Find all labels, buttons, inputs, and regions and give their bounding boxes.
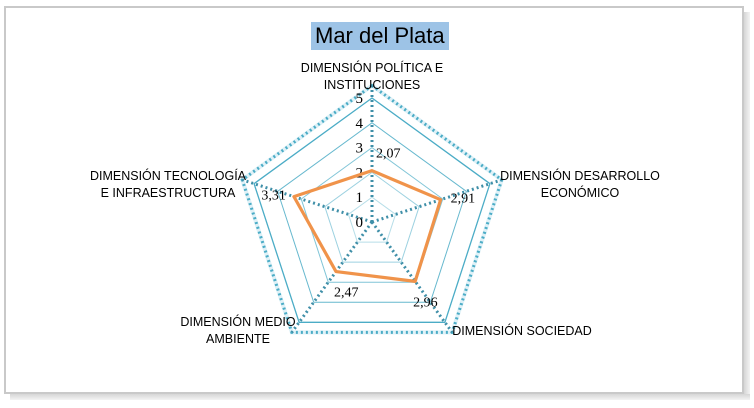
- radar-category-label: ECONÓMICO: [541, 185, 620, 200]
- radar-tick-label: 5: [356, 91, 364, 107]
- radar-grid-ring-5: [253, 97, 491, 323]
- frame-shadow-bottom: [10, 394, 750, 400]
- radar-category-label: DIMENSIÓN MEDIO: [180, 314, 296, 329]
- radar-category-label: E INFRAESTRUCTURA: [101, 186, 236, 200]
- chart-frame: [4, 6, 744, 394]
- radar-data-label: 2,47: [334, 286, 359, 301]
- radar-data-label: 2,91: [451, 192, 476, 207]
- radar-category-label: DIMENSIÓN DESARROLLO: [500, 168, 660, 183]
- radar-outer-border: [240, 83, 504, 334]
- radar-category-label: AMBIENTE: [206, 332, 270, 346]
- radar-tick-label: 1: [356, 190, 364, 206]
- radar-category-label: DIMENSIÓN POLÍTICA E: [301, 60, 443, 75]
- radar-grid: [239, 83, 505, 335]
- frame-shadow-right: [744, 12, 750, 398]
- radar-axis-3: [290, 221, 374, 334]
- radar-data-label: 2,07: [376, 147, 401, 162]
- radar-category-labels: DIMENSIÓN POLÍTICA E INSTITUCIONES DIMENSI…: [90, 60, 660, 346]
- radar-data-labels: 2,07 2,91 2,96 2,47 3,31: [261, 147, 475, 311]
- radar-category-label: DIMENSIÓN TECNOLOGÍA: [90, 168, 247, 183]
- radar-grid-ring-2: [324, 171, 420, 263]
- radar-tick-label: 3: [356, 141, 364, 157]
- radar-category-label: DIMENSIÓN SOCIEDAD: [452, 323, 592, 338]
- radar-data-label: 2,96: [413, 295, 438, 310]
- radar-series: [292, 169, 443, 283]
- radar-grid-ring-4: [277, 122, 467, 303]
- radar-grid-ring-1: [347, 196, 397, 243]
- radar-tick-label: 0: [356, 215, 364, 231]
- radar-tick-label: 4: [356, 116, 364, 132]
- radar-data-label: 3,31: [261, 189, 286, 204]
- radar-series-line-0: [292, 169, 443, 283]
- chart-title: Mar del Plata: [311, 22, 449, 50]
- radar-category-label: INSTITUCIONES: [324, 78, 421, 92]
